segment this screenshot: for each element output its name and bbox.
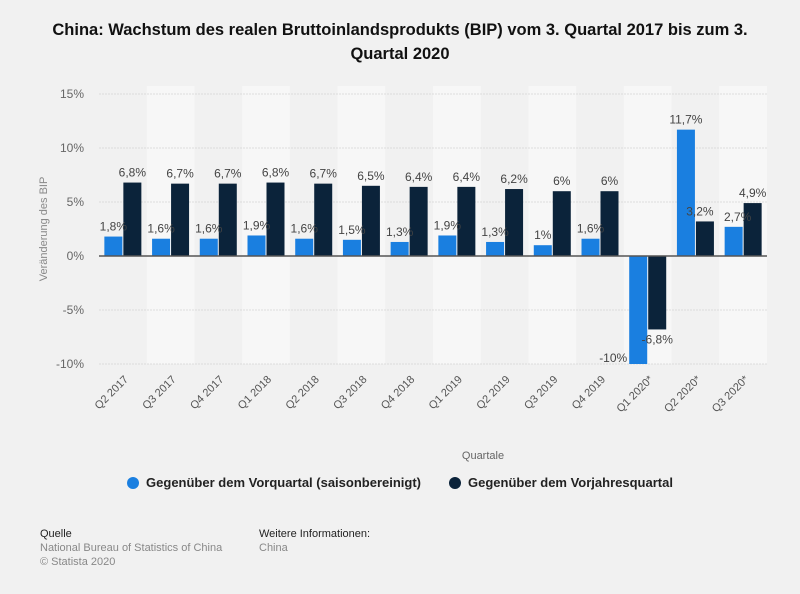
source-heading: Quelle [40, 528, 72, 540]
x-tick-label: Q3 2018 [331, 374, 369, 412]
bar-vorquartal [390, 241, 409, 256]
data-label: 1,5% [338, 223, 366, 237]
legend-item-vorjahresquartal[interactable]: Gegenüber dem Vorjahresquartal [449, 475, 673, 490]
x-tick-label: Q3 2020* [710, 373, 752, 415]
data-label: 6,4% [405, 170, 433, 184]
data-label: 1% [534, 228, 552, 242]
x-tick-label: Q2 2017 [93, 374, 131, 412]
bar-vorjahresquartal [123, 182, 142, 256]
data-label: 6,7% [310, 167, 338, 181]
legend-item-vorquartal[interactable]: Gegenüber dem Vorquartal (saisonbereinig… [127, 475, 421, 490]
data-label: 6,4% [453, 170, 481, 184]
bar-vorjahresquartal [457, 186, 476, 256]
bar-vorquartal [676, 129, 695, 256]
info-text[interactable]: China [259, 542, 288, 554]
data-label: 1,9% [434, 218, 462, 232]
data-label: 6,8% [119, 166, 147, 180]
bar-vorquartal [724, 226, 743, 256]
x-tick-label: Q2 2018 [284, 374, 322, 412]
data-label: 1,6% [291, 222, 319, 236]
data-label: 1,3% [386, 225, 414, 239]
info-block: Weitere Informationen: China [259, 527, 370, 555]
info-heading: Weitere Informationen: [259, 528, 371, 540]
bar-vorjahresquartal [648, 256, 667, 330]
data-label: -10% [599, 351, 627, 365]
y-tick-label: 5% [67, 195, 85, 209]
x-tick-label: Q3 2019 [522, 374, 560, 412]
data-label: 2,7% [724, 210, 752, 224]
source-block: Quelle National Bureau of Statistics of … [40, 527, 222, 569]
bar-vorquartal [247, 235, 266, 256]
y-tick-label: -10% [56, 357, 84, 371]
data-label: 1,8% [100, 220, 128, 234]
source-text[interactable]: National Bureau of Statistics of China [40, 542, 223, 554]
bar-vorquartal [104, 236, 123, 256]
bar-vorquartal [629, 256, 648, 364]
bar-vorquartal [152, 238, 171, 256]
bar-vorjahresquartal [314, 183, 333, 256]
x-tick-label: Q1 2019 [427, 374, 465, 412]
data-label: 6,5% [357, 169, 385, 183]
x-tick-label: Q2 2019 [474, 374, 512, 412]
bar-vorjahresquartal [505, 189, 524, 256]
bar-vorquartal [581, 238, 600, 256]
bar-vorquartal [438, 235, 457, 256]
data-label: 6% [553, 174, 571, 188]
bar-vorquartal [295, 238, 314, 256]
bar-vorquartal [486, 241, 505, 256]
data-label: 1,6% [577, 222, 605, 236]
bar-vorquartal [342, 239, 361, 256]
copyright: © Statista 2020 [40, 556, 116, 568]
bar-vorjahresquartal [695, 221, 714, 256]
y-tick-label: 0% [67, 249, 85, 263]
bar-vorjahresquartal [743, 203, 762, 256]
legend: Gegenüber dem Vorquartal (saisonbereinig… [0, 475, 800, 490]
data-label: 6,8% [262, 166, 290, 180]
legend-marker-icon [127, 476, 140, 489]
chart-title: China: Wachstum des realen Bruttoinlands… [52, 21, 748, 63]
bar-vorquartal [199, 238, 218, 256]
bar-vorjahresquartal [409, 186, 428, 256]
data-label: 11,7% [669, 113, 702, 127]
data-label: 4,9% [739, 186, 767, 200]
data-label: 1,9% [243, 218, 271, 232]
data-label: 3,2% [686, 204, 714, 218]
data-label: 6,2% [500, 172, 528, 186]
bar-vorjahresquartal [266, 182, 285, 256]
bar-vorjahresquartal [552, 191, 571, 256]
data-label: -6,8% [642, 332, 674, 346]
data-label: 1,6% [195, 222, 223, 236]
x-tick-label: Q4 2018 [379, 374, 417, 412]
x-tick-label: Q3 2017 [140, 374, 178, 412]
bar-vorjahresquartal [600, 191, 619, 256]
y-tick-label: 15% [60, 87, 84, 101]
x-tick-label: Q4 2019 [570, 374, 608, 412]
data-label: 6% [601, 174, 619, 188]
y-tick-label: -5% [63, 303, 85, 317]
y-axis-label: Veränderung des BIP [38, 177, 50, 282]
legend-label: Gegenüber dem Vorjahresquartal [468, 475, 673, 490]
data-label: 1,3% [481, 225, 509, 239]
data-label: 6,7% [166, 167, 194, 181]
bar-vorquartal [533, 245, 552, 256]
legend-label: Gegenüber dem Vorquartal (saisonbereinig… [146, 475, 422, 490]
x-tick-label: Q1 2018 [236, 374, 274, 412]
bar-vorjahresquartal [361, 185, 380, 256]
x-tick-label: Q2 2020* [662, 373, 704, 415]
data-label: 1,6% [147, 222, 175, 236]
bar-chart: 15% 10% 5% 0% -5% -10% Veränderung des BIP Quar… [38, 86, 767, 462]
x-axis-label: Quartale [462, 450, 504, 462]
bar-vorjahresquartal [171, 183, 190, 256]
x-tick-label: Q4 2017 [188, 374, 226, 412]
x-tick-label: Q1 2020* [614, 373, 656, 415]
data-label: 6,7% [214, 167, 242, 181]
legend-marker-icon [449, 476, 462, 489]
y-tick-label: 10% [60, 141, 84, 155]
bar-vorjahresquartal [218, 183, 237, 256]
